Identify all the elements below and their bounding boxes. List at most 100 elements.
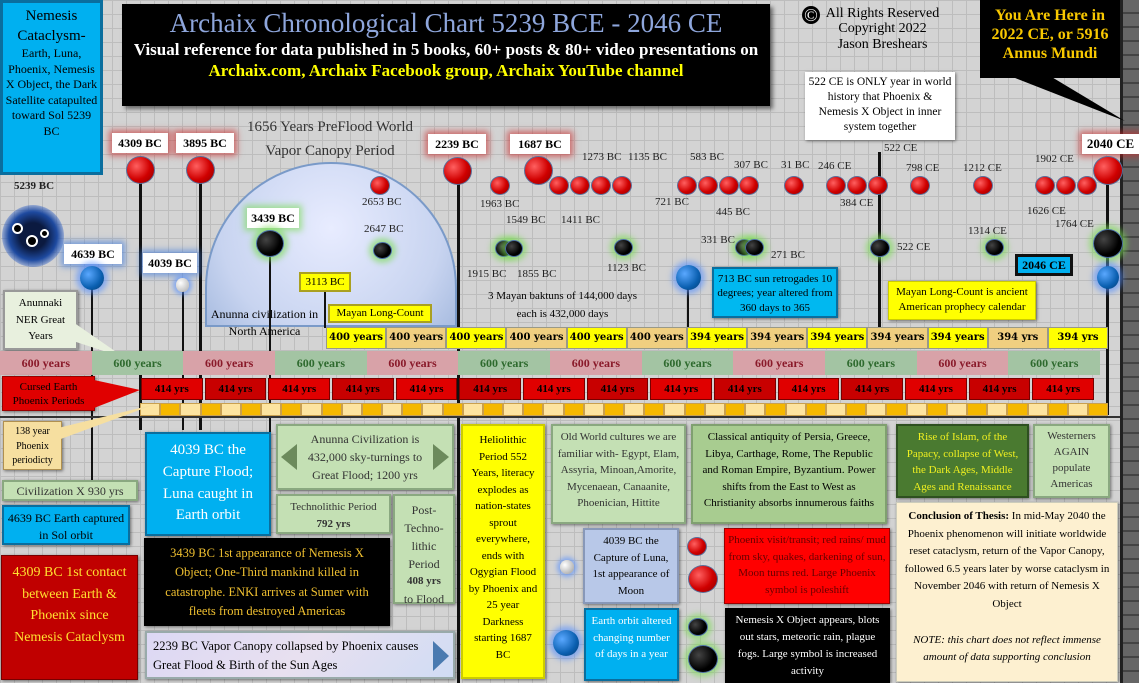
conclusion-text: Conclusion of Thesis: In mid-May 2040 th…	[903, 508, 1111, 614]
anunnaki-ner-box: Anunnaki NER Great Years	[3, 290, 78, 350]
nemesis-3439-text: 3439 BC 1st appearance of Nemesis X Obje…	[165, 546, 369, 619]
earth-icon	[80, 266, 104, 290]
phoenix-icon	[549, 176, 569, 195]
retrograde-713-text: 713 BC sun retrogades 10 degrees; year a…	[717, 273, 833, 314]
ner-great-year-cell: 600 years	[275, 351, 367, 375]
mayan-long-count-label: Mayan Long-Count	[328, 304, 432, 323]
nemesis-icon	[870, 239, 890, 257]
periodicity-cell	[684, 403, 705, 416]
phoenix-period-cell: 414 yrs	[332, 378, 394, 400]
post-techno-years: 408 yrs	[407, 575, 441, 587]
old-world-box: Old World cultures we are familiar with-…	[551, 424, 686, 524]
phoenix-period-cell: 414 yrs	[141, 378, 203, 400]
phoenix-period-cell: 414 yrs	[905, 378, 967, 400]
periodicity-cell	[846, 403, 867, 416]
westerners-box: Westerners AGAIN populate Americas	[1033, 424, 1110, 498]
marker-2239-bc: 2239 BC	[428, 134, 486, 154]
preflood-label: 1656 Years PreFlood World Vapor Canopy P…	[220, 115, 440, 163]
phoenix-period-cell: 414 yrs	[586, 378, 649, 400]
ner-great-year-cell: 600 years	[458, 351, 551, 375]
periodicity-cell	[402, 403, 423, 416]
islam-box: Rise of Islam, of the Papacy, collapse o…	[896, 424, 1029, 498]
mayan-period-cell: 394 yrs	[1047, 327, 1109, 349]
cursed-earth-text: Cursed Earth Phoenix Periods	[12, 381, 85, 408]
line-713	[687, 278, 689, 348]
phoenix-icon	[847, 176, 867, 195]
nemesis-3439-box: 3439 BC 1st appearance of Nemesis X Obje…	[144, 538, 390, 626]
periodicity-cell	[200, 403, 221, 416]
capture-flood-box: 4039 BC the Capture Flood; Luna caught i…	[145, 432, 271, 536]
nemesis-icon	[505, 240, 523, 257]
periodicity-cell	[1007, 403, 1028, 416]
marker-2046-ce: 2046 CE	[1015, 254, 1073, 276]
periodicity-cell	[301, 403, 322, 416]
phoenix-icon	[677, 176, 697, 195]
phoenix-label: 1411 BC	[561, 214, 601, 226]
mayan-period-cell: 394 years	[686, 327, 748, 349]
phoenix-period-cell: 414 yrs	[459, 378, 522, 400]
periodicity-cell	[261, 403, 282, 416]
heliolithic-text: Heliolithic Period 552 Years, literacy e…	[468, 434, 538, 661]
technolithic-years: 792 yrs	[316, 517, 351, 530]
capture-flood-text: 4039 BC the Capture Flood; Luna caught i…	[162, 442, 254, 524]
periodicity-cell	[543, 403, 564, 416]
periodicity-cell	[321, 403, 342, 416]
mayan-ancient-text: Mayan Long-Count is ancient American pro…	[896, 286, 1028, 313]
phoenix-label: 1963 BC	[480, 198, 520, 210]
periodicity-cell	[220, 403, 241, 416]
periodicity-cell	[805, 403, 826, 416]
nemesis-body: Earth, Luna, Phoenix, Nemesis X Object, …	[5, 46, 98, 138]
legend-luna-text: 4039 BC the Capture of Luna, 1st appeara…	[592, 535, 670, 597]
phoenix-label: 1273 BC	[582, 151, 622, 163]
earth-legend-icon	[553, 630, 579, 656]
phoenix-label: 384 CE	[840, 197, 874, 209]
periodicity-cell	[926, 403, 947, 416]
post-techno-label: Post-Techno-lithic Period	[404, 503, 444, 571]
ner-great-year-cell: 600 years	[366, 351, 459, 375]
marker-3113-bc: 3113 BC	[299, 272, 351, 292]
periodicity-cell	[866, 403, 887, 416]
contact-4309-text: 4309 BC 1st contact between Earth & Phoe…	[12, 565, 127, 646]
phoenix-label: 721 BC	[655, 196, 689, 208]
archaix-links[interactable]: Archaix.com, Archaix Facebook group, Arc…	[208, 61, 684, 81]
phoenix-icon	[1056, 176, 1076, 195]
phoenix-label: 522 CE	[884, 142, 918, 154]
phoenix-periods-row: 414 yrs 414 yrs 414 yrs 414 yrs 414 yrs 414 y…	[140, 378, 1095, 400]
phoenix-period-cell: 414 yrs	[204, 378, 267, 400]
phoenix-label: 798 CE	[906, 162, 940, 174]
phoenix-major-icon	[186, 156, 215, 184]
phoenix-period-cell: 414 yrs	[650, 378, 713, 400]
canopy-2239-box: 2239 BC Vapor Canopy collapsed by Phoeni…	[145, 631, 455, 679]
mayan-ancient-box: Mayan Long-Count is ancient American pro…	[888, 281, 1036, 320]
marker-3439-bc: 3439 BC	[247, 208, 299, 228]
preflood-line2: Vapor Canopy Period	[265, 143, 395, 159]
nemesis-icon	[614, 239, 633, 256]
phoenix-icon	[784, 176, 804, 195]
ner-great-year-cell: 600 years	[916, 351, 1009, 375]
periodicity-cell	[382, 403, 403, 416]
periodicity-cell	[563, 403, 584, 416]
phoenix-label: 1764 CE	[1055, 218, 1094, 230]
copyright-icon: ©	[802, 6, 820, 24]
arrow-right-icon	[433, 641, 449, 671]
phoenix-major-icon	[524, 156, 553, 185]
contact-4309-box: 4309 BC 1st contact between Earth & Phoe…	[1, 555, 138, 680]
baktuns-line1: 3 Mayan baktuns of 144,000 days	[487, 290, 638, 302]
post-techno-end: to Flood	[403, 591, 445, 606]
ner-great-year-cell: 600 years	[183, 351, 276, 375]
phoenix-label: 1212 CE	[963, 162, 1002, 174]
phoenix-period-cell: 414 yrs	[523, 378, 585, 400]
mayan-period-cell: 400 years	[626, 327, 687, 349]
mayan-period-cell: 400 years	[386, 327, 447, 349]
islam-text: Rise of Islam, of the Papacy, collapse o…	[906, 431, 1019, 493]
copyright-block: © All Rights Reserved Copyright 2022 Jas…	[800, 6, 965, 52]
conclusion-box: Conclusion of Thesis: In mid-May 2040 th…	[896, 502, 1118, 682]
periodicity-cell	[664, 403, 685, 416]
earth-icon	[676, 265, 701, 290]
line-2239	[457, 170, 460, 683]
nemesis-icon	[745, 239, 764, 256]
phoenix-icon	[591, 176, 611, 195]
anunna-civ-box: Anunna Civilization is 432,000 sky-turni…	[276, 424, 454, 490]
copyright-line: All Rights Reserved	[825, 6, 940, 21]
mayan-period-cell: 394 years	[807, 327, 868, 349]
